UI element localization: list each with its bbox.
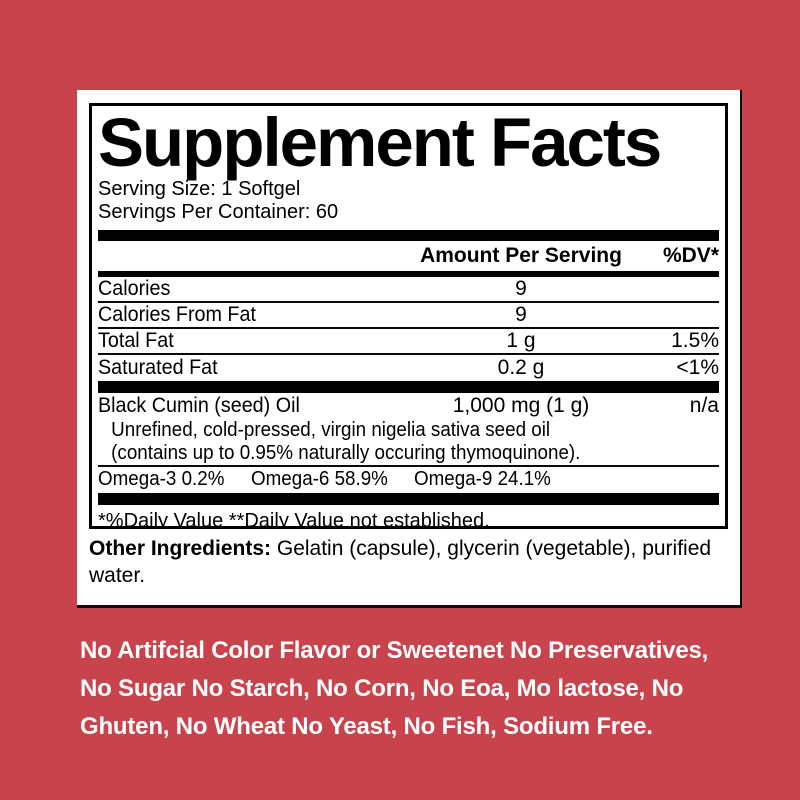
row-amount: 9 — [515, 303, 527, 326]
row-dv: n/a — [689, 394, 719, 417]
row-name: Calories — [98, 277, 171, 300]
row-amount: 1,000 mg (1 g) — [452, 394, 590, 417]
ingredient-detail-line: Unrefined, cold-pressed, virgin nigelia … — [111, 419, 551, 441]
row-dv: <1% — [676, 356, 719, 379]
other-ingredients: Other Ingredients: Gelatin (capsule), gl… — [89, 535, 728, 589]
daily-value-footnote: *%Daily Value **Daily Value not establis… — [98, 510, 490, 529]
row-amount: 1 g — [506, 329, 536, 352]
divider-thick-bottom — [98, 493, 719, 505]
divider-thick-top — [98, 230, 719, 241]
serving-size: Serving Size: 1 Softgel — [98, 178, 301, 200]
omega-9-value: Omega-9 24.1% — [414, 467, 552, 490]
other-ingredients-label: Other Ingredients: — [89, 537, 272, 560]
omega-6-value: Omega-6 58.9% — [250, 467, 388, 490]
row-dv: 1.5% — [671, 329, 719, 352]
divider-medium-header — [98, 271, 719, 277]
label-card: Supplement Facts Serving Size: 1 Softgel… — [77, 90, 742, 608]
row-amount: 0.2 g — [497, 356, 545, 379]
supplement-facts-panel: Supplement Facts Serving Size: 1 Softgel… — [89, 103, 728, 529]
row-name: Saturated Fat — [98, 356, 218, 379]
omega-3-value: Omega-3 0.2% — [98, 467, 225, 490]
table-row-total-fat: Total Fat 1 g 1.5% — [98, 329, 719, 355]
claims-line: Ghuten, No Wheat No Yeast, No Fish, Sodi… — [80, 713, 653, 740]
table-row-saturated-fat: Saturated Fat 0.2 g <1% — [98, 355, 719, 381]
table-row-calories: Calories 9 — [98, 277, 719, 303]
table-row-black-cumin-oil: Black Cumin (seed) Oil 1,000 mg (1 g) n/… — [98, 393, 719, 419]
claims-line: No Artifcial Color Flavor or Sweetenet N… — [80, 637, 709, 664]
row-amount: 9 — [515, 277, 527, 300]
facts-title: Supplement Facts — [98, 104, 662, 181]
header-amount-per-serving: Amount Per Serving — [420, 244, 622, 267]
divider-thick-middle — [98, 381, 719, 393]
table-row-calories-from-fat: Calories From Fat 9 — [98, 303, 719, 329]
header-dv: %DV* — [662, 244, 719, 267]
row-name: Total Fat — [98, 329, 174, 352]
claims-line: No Sugar No Starch, No Corn, No Eoa, Mo … — [80, 675, 684, 702]
claims-text: No Artifcial Color Flavor or Sweetenet N… — [80, 632, 760, 746]
ingredient-detail-line: (contains up to 0.95% naturally occuring… — [111, 442, 581, 464]
row-name: Calories From Fat — [98, 303, 256, 326]
other-ingredients-text: Gelatin (capsule), glycerin (vegetable),… — [89, 537, 712, 587]
row-name: Black Cumin (seed) Oil — [98, 394, 300, 417]
servings-per-container: Servings Per Container: 60 — [98, 201, 339, 223]
omega-values-row: Omega-3 0.2% Omega-6 58.9% Omega-9 24.1% — [98, 465, 719, 491]
facts-header-row: Amount Per Serving %DV* — [98, 241, 719, 271]
